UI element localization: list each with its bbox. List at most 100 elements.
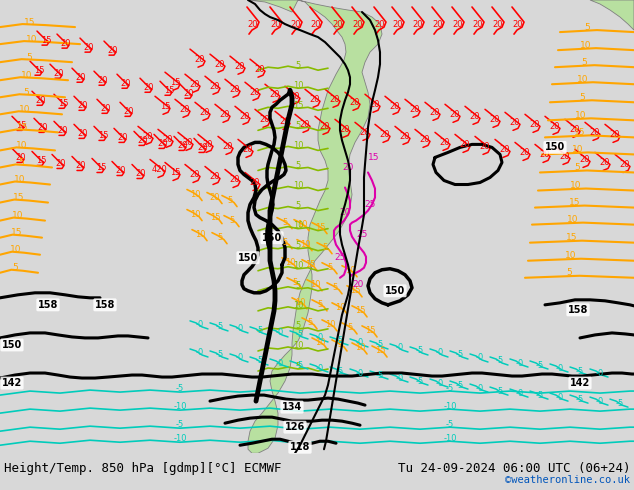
Text: 5: 5	[295, 61, 301, 70]
Text: 20: 20	[310, 95, 320, 104]
Text: 15: 15	[16, 121, 26, 130]
Text: 20: 20	[235, 62, 245, 71]
Text: 20: 20	[375, 20, 385, 28]
Text: -0: -0	[476, 353, 484, 363]
Text: 5: 5	[26, 52, 32, 62]
Text: -5: -5	[256, 326, 264, 336]
Text: 20: 20	[250, 88, 260, 97]
Text: 15: 15	[96, 163, 107, 172]
Text: 5: 5	[322, 243, 328, 252]
Text: 15: 15	[305, 260, 315, 269]
Text: -0: -0	[356, 368, 364, 377]
Text: 10: 10	[293, 141, 303, 150]
Text: -0: -0	[596, 368, 604, 377]
Text: -5: -5	[576, 394, 584, 404]
Text: 20: 20	[450, 110, 460, 119]
Text: 150: 150	[262, 233, 282, 243]
Text: -0: -0	[596, 396, 604, 406]
Text: 25: 25	[334, 253, 346, 262]
Text: 20: 20	[248, 20, 258, 28]
Text: 20: 20	[220, 110, 230, 119]
Text: 20: 20	[560, 152, 570, 161]
Text: 20: 20	[250, 178, 260, 187]
Text: -5: -5	[416, 346, 424, 355]
Text: 20: 20	[61, 39, 71, 48]
Text: -10: -10	[443, 402, 456, 411]
Text: 20: 20	[54, 69, 64, 78]
Text: -0: -0	[236, 324, 244, 333]
Text: 20: 20	[144, 83, 154, 92]
Text: -5: -5	[496, 357, 504, 366]
Text: 5: 5	[579, 93, 585, 102]
Text: -5: -5	[176, 419, 184, 429]
Text: 10: 10	[580, 41, 592, 49]
Text: 15: 15	[314, 223, 325, 232]
Text: 20: 20	[493, 20, 503, 28]
Text: -0: -0	[516, 389, 524, 397]
Text: 15: 15	[355, 306, 365, 316]
Text: 5: 5	[295, 121, 301, 130]
Text: -10: -10	[173, 434, 187, 442]
Text: 5: 5	[292, 278, 297, 287]
Text: 150: 150	[545, 143, 565, 152]
Text: 20: 20	[513, 20, 523, 28]
Text: 20: 20	[56, 159, 66, 168]
Text: 20: 20	[590, 128, 600, 137]
Text: 20: 20	[420, 135, 430, 144]
Text: 15: 15	[368, 153, 380, 162]
Text: 10: 10	[325, 320, 335, 329]
Text: 20: 20	[500, 145, 510, 154]
Text: -0: -0	[436, 379, 444, 388]
Text: 20: 20	[570, 125, 580, 134]
Text: 20: 20	[453, 20, 463, 28]
Text: 10: 10	[285, 258, 295, 267]
Text: 134: 134	[282, 402, 302, 412]
Text: 10: 10	[26, 35, 38, 44]
Text: 5: 5	[567, 268, 573, 277]
Text: 20: 20	[116, 166, 126, 175]
Text: -5: -5	[456, 381, 464, 390]
Text: 5: 5	[574, 163, 580, 172]
Text: -0: -0	[556, 392, 564, 402]
Text: 5: 5	[295, 281, 301, 290]
Text: 5: 5	[12, 263, 18, 272]
Text: 5: 5	[295, 362, 301, 370]
Text: 10: 10	[575, 111, 586, 120]
Text: 20: 20	[36, 96, 46, 105]
Text: 20: 20	[271, 20, 281, 28]
Text: 20: 20	[300, 120, 310, 129]
Text: 20: 20	[340, 125, 350, 134]
Text: 10: 10	[345, 266, 355, 275]
Text: 20: 20	[510, 118, 521, 127]
Polygon shape	[248, 0, 382, 453]
Text: 150: 150	[2, 340, 22, 350]
Text: 10: 10	[577, 74, 589, 84]
Text: -0: -0	[236, 353, 244, 363]
Text: 15: 15	[24, 18, 36, 26]
Text: 20: 20	[353, 280, 364, 289]
Text: -0: -0	[356, 339, 364, 347]
Text: 20: 20	[143, 132, 153, 141]
Text: -0: -0	[476, 384, 484, 392]
Text: 20: 20	[600, 158, 611, 167]
Text: 20: 20	[339, 208, 351, 217]
Text: -5: -5	[336, 367, 344, 375]
Text: -5: -5	[616, 398, 624, 408]
Text: 15: 15	[13, 193, 25, 202]
Text: 158: 158	[38, 300, 58, 310]
Text: 20: 20	[430, 108, 440, 117]
Text: 20: 20	[380, 130, 391, 139]
Text: Tu 24-09-2024 06:00 UTC (06+24): Tu 24-09-2024 06:00 UTC (06+24)	[398, 462, 630, 475]
Text: 20: 20	[290, 92, 301, 101]
Text: 15: 15	[164, 86, 174, 95]
Text: 10: 10	[314, 339, 325, 347]
Text: 20: 20	[413, 20, 424, 28]
Text: 20: 20	[311, 20, 321, 28]
Text: 20: 20	[260, 115, 270, 124]
Text: -0: -0	[436, 348, 444, 358]
Text: 5: 5	[295, 201, 301, 210]
Text: 20: 20	[215, 60, 225, 69]
Text: -0: -0	[196, 320, 204, 329]
Text: 20: 20	[190, 170, 200, 179]
Text: 10: 10	[310, 280, 320, 289]
